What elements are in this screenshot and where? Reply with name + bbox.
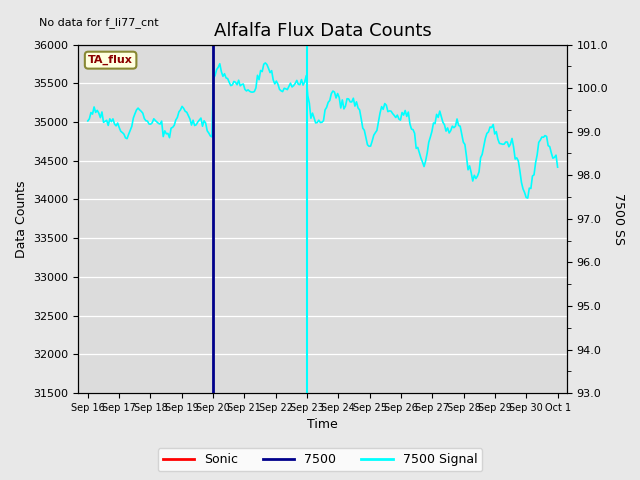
Text: TA_flux: TA_flux bbox=[88, 55, 133, 65]
X-axis label: Time: Time bbox=[307, 419, 338, 432]
Y-axis label: Data Counts: Data Counts bbox=[15, 180, 28, 258]
Legend: Sonic, 7500, 7500 Signal: Sonic, 7500, 7500 Signal bbox=[158, 448, 482, 471]
Text: No data for f_li77_cnt: No data for f_li77_cnt bbox=[39, 17, 159, 27]
Title: Alfalfa Flux Data Counts: Alfalfa Flux Data Counts bbox=[214, 22, 431, 40]
Y-axis label: 7500 SS: 7500 SS bbox=[612, 193, 625, 245]
